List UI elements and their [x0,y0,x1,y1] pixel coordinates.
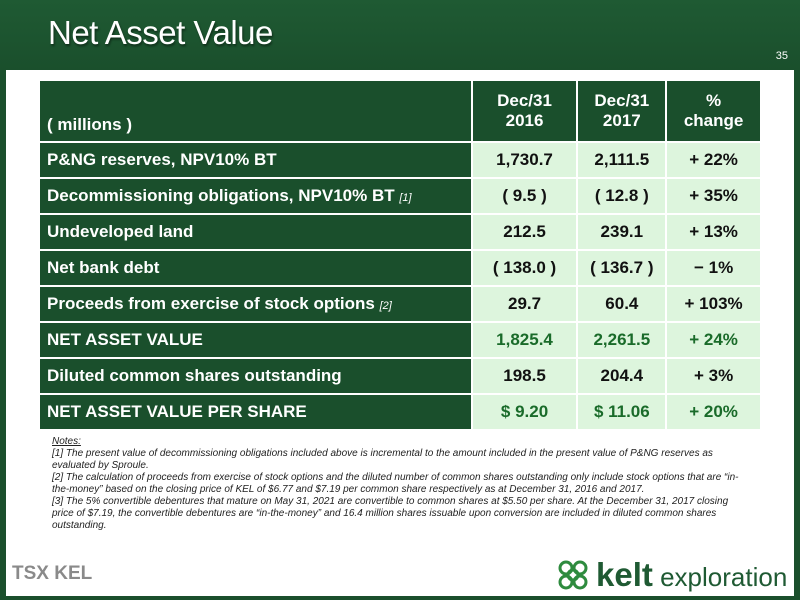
footnote-3: [3] The 5% convertible debentures that m… [52,496,729,531]
row-label: Proceeds from exercise of stock options … [40,287,471,321]
value-2016: 1,825.4 [472,323,577,357]
value-change: − 1% [667,251,760,285]
row-label: NET ASSET VALUE [40,323,471,357]
left-border [0,70,6,600]
col-header-line: Dec/31 [594,91,650,110]
row-label: Diluted common shares outstanding [40,359,471,393]
col-header-2016: Dec/31 2016 [472,81,577,141]
col-header-line: 2017 [602,111,641,130]
footnote-ref: [2] [379,300,392,312]
right-border [794,70,800,600]
slide-title: Net Asset Value [48,14,273,51]
value-2017: 2,111.5 [578,143,666,177]
value-change: + 20% [667,395,760,429]
col-header-2017: Dec/31 2017 [578,81,666,141]
value-2016: 1,730.7 [472,143,577,177]
row-label-text: Net bank debt [47,258,160,277]
notes-heading: Notes: [52,436,81,447]
row-label-text: Diluted common shares outstanding [47,366,342,385]
brand-sub: exploration [652,562,788,592]
value-2016: ( 138.0 ) [472,251,577,285]
table-row: NET ASSET VALUE PER SHARE $ 9.20 $ 11.06… [40,395,760,429]
value-2017: $ 11.06 [578,395,666,429]
value-2017: 2,261.5 [578,323,666,357]
footnote-2: [2] The calculation of proceeds from exe… [52,472,739,495]
col-header-change: % change [667,81,760,141]
value-2016: $ 9.20 [472,395,577,429]
row-label-text: P&NG reserves, NPV10% BT [47,150,277,169]
title-bar: Net Asset Value 35 [0,0,800,70]
table-row: Proceeds from exercise of stock options … [40,287,760,321]
brand-main: kelt [596,556,653,593]
footnote-1: [1] The present value of decommissioning… [52,448,713,471]
row-label: Decommissioning obligations, NPV10% BT [… [40,179,471,213]
value-change: + 24% [667,323,760,357]
value-2017: 60.4 [578,287,666,321]
value-2017: ( 12.8 ) [578,179,666,213]
col-header-line: Dec/31 [497,91,552,110]
row-label-text: NET ASSET VALUE PER SHARE [47,402,307,421]
table-row: NET ASSET VALUE 1,825.4 2,261.5 + 24% [40,323,760,357]
table-row: P&NG reserves, NPV10% BT 1,730.7 2,111.5… [40,143,760,177]
value-2016: 29.7 [472,287,577,321]
row-label: Net bank debt [40,251,471,285]
table-row: Diluted common shares outstanding 198.5 … [40,359,760,393]
footnote-ref: [1] [399,192,412,204]
brand-wordmark: kelt exploration [596,556,787,594]
row-label-text: Undeveloped land [47,222,194,241]
row-label-text: Decommissioning obligations, NPV10% BT [47,186,395,205]
col-header-line: change [683,111,744,130]
col-header-line: % [706,91,722,110]
exchange-ticker: TSX KEL [12,563,93,584]
value-2017: ( 136.7 ) [578,251,666,285]
nav-table: ( millions ) Dec/31 2016 Dec/31 2017 % c… [38,79,762,431]
col-header-line: 2016 [505,111,544,130]
value-2017: 204.4 [578,359,666,393]
table-header-row: ( millions ) Dec/31 2016 Dec/31 2017 % c… [40,81,760,141]
value-2016: 198.5 [472,359,577,393]
celtic-knot-icon [558,560,588,590]
value-change: + 3% [667,359,760,393]
row-label: NET ASSET VALUE PER SHARE [40,395,471,429]
table-row: Decommissioning obligations, NPV10% BT [… [40,179,760,213]
bottom-border [0,596,800,600]
value-2016: 212.5 [472,215,577,249]
table-row: Undeveloped land 212.5 239.1 + 13% [40,215,760,249]
page-number: 35 [775,50,788,62]
row-label-text: NET ASSET VALUE [47,330,203,349]
row-label: P&NG reserves, NPV10% BT [40,143,471,177]
value-2017: 239.1 [578,215,666,249]
footnotes: Notes: [1] The present value of decommis… [52,436,752,532]
table-row: Net bank debt ( 138.0 ) ( 136.7 ) − 1% [40,251,760,285]
value-change: + 13% [667,215,760,249]
row-label: Undeveloped land [40,215,471,249]
value-2016: ( 9.5 ) [472,179,577,213]
value-change: + 35% [667,179,760,213]
value-change: + 103% [667,287,760,321]
value-change: + 22% [667,143,760,177]
units-header: ( millions ) [40,81,471,141]
row-label-text: Proceeds from exercise of stock options [47,294,375,313]
